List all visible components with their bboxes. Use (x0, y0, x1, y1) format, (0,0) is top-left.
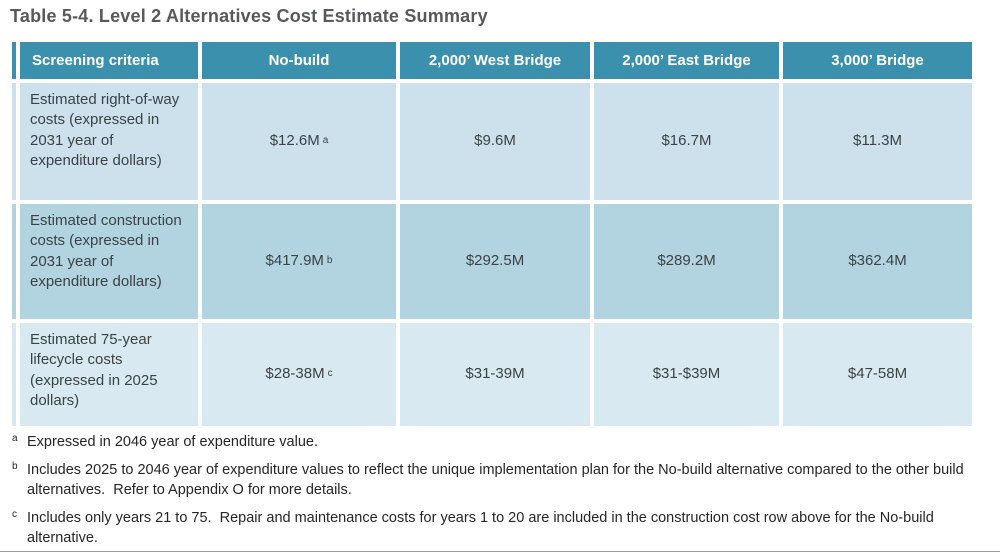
table-left-border-header (12, 42, 16, 79)
value-cell-row2-west: $292.5M (400, 204, 590, 319)
cell-value: $16.7M (661, 132, 712, 150)
value-cell-row3-east: $31-$39M (594, 323, 779, 426)
cell-value: $12.6M (269, 132, 320, 150)
cell-value: $289.2M (657, 252, 716, 270)
footnote-c-text: Includes only years 21 to 75. Repair and… (27, 509, 938, 547)
value-cell-row1-west: $9.6M (400, 83, 590, 200)
footnote-a-text: Expressed in 2046 year of expenditure va… (27, 434, 318, 450)
cell-value: $47-58M (847, 365, 908, 383)
footnote-a-marker: a (12, 433, 18, 444)
cell-value: $292.5M (465, 252, 525, 270)
criteria-cell-row-costs: Estimated right-of-way costs (expressed … (20, 83, 198, 200)
footnote-b-marker: b (12, 460, 18, 472)
footnote-b: b Includes 2025 to 2046 year of expenditu… (10, 460, 992, 501)
cell-value: $9.6M (474, 132, 516, 150)
value-cell-row1-east: $16.7M (594, 83, 779, 200)
table-left-border-row3 (12, 323, 16, 426)
value-cell-row2-3000: $362.4M (783, 204, 972, 319)
value-cell-row2-no-build: $417.9M b (202, 204, 396, 319)
table-left-border-row2 (12, 204, 16, 319)
header-cell-screening-criteria: Screening criteria (20, 42, 198, 79)
cell-value: $31-$39M (652, 365, 721, 383)
footnote-a: a Expressed in 2046 year of expenditure v… (10, 432, 992, 453)
cell-value: $31-39M (465, 365, 525, 383)
footnote-b-text: Includes 2025 to 2046 year of expenditur… (27, 461, 968, 499)
value-cell-row2-east: $289.2M (594, 204, 779, 319)
criteria-cell-construction-costs: Estimated construction costs (expressed … (20, 204, 198, 319)
cost-estimate-table: Screening criteria No-build 2,000’ West … (12, 42, 972, 426)
cell-value: $28-38M (265, 365, 325, 383)
footnote-c: c Includes only years 21 to 75. Repair an… (10, 508, 992, 549)
header-cell-no-build: No-build (202, 42, 396, 79)
table-left-border-row1 (12, 83, 16, 200)
table-title: Table 5-4. Level 2 Alternatives Cost Est… (10, 6, 488, 26)
value-cell-row1-no-build: $12.6M a (202, 83, 396, 200)
page-bottom-rule (0, 551, 1000, 552)
value-cell-row3-3000: $47-58M (783, 323, 972, 426)
header-cell-east-bridge: 2,000’ East Bridge (594, 42, 779, 79)
cell-value: $362.4M (848, 252, 907, 270)
footnotes-section: a Expressed in 2046 year of expenditure v… (10, 432, 992, 556)
footnote-c-marker: c (12, 508, 17, 520)
header-cell-west-bridge: 2,000’ West Bridge (400, 42, 590, 79)
header-cell-3000-bridge: 3,000’ Bridge (783, 42, 972, 79)
value-cell-row1-3000: $11.3M (783, 83, 972, 200)
cell-value: $417.9M (265, 252, 324, 270)
cell-value: $11.3M (853, 132, 902, 150)
value-cell-row3-west: $31-39M (400, 323, 590, 426)
criteria-cell-lifecycle-costs: Estimated 75-year lifecycle costs (expre… (20, 323, 198, 426)
value-cell-row3-no-build: $28-38M c (202, 323, 396, 426)
